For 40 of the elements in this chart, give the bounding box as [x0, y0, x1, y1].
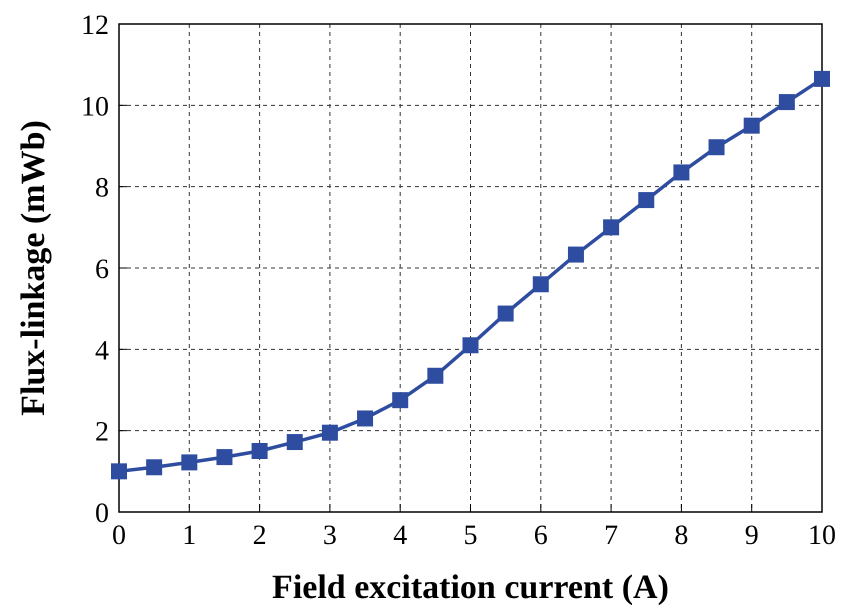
y-tick-label: 6 — [95, 254, 109, 285]
x-tick-label: 8 — [674, 520, 688, 551]
point — [216, 449, 232, 466]
point — [532, 276, 549, 292]
point — [111, 463, 127, 480]
point — [814, 70, 830, 87]
point — [286, 434, 303, 450]
x-tick-label: 1 — [182, 520, 196, 551]
point — [603, 219, 620, 236]
x-tick-label: 5 — [464, 520, 478, 551]
y-tick-label: 12 — [81, 10, 109, 41]
x-tick-label: 9 — [744, 520, 759, 551]
x-axis-title: Field excitation current (A) — [272, 569, 669, 606]
y-tick-label: 0 — [95, 498, 109, 529]
x-tick-label: 4 — [393, 520, 408, 551]
point — [638, 192, 654, 208]
point — [568, 246, 584, 263]
x-tick-label: 7 — [604, 520, 618, 551]
point — [778, 94, 795, 110]
point — [462, 337, 478, 354]
y-tick-label: 8 — [95, 172, 109, 204]
point — [252, 443, 268, 459]
point — [392, 392, 408, 408]
x-tick-label: 3 — [322, 520, 337, 551]
point — [181, 454, 198, 470]
y-axis-title: Flux-linkage (mWb) — [15, 120, 52, 416]
y-tick-label: 10 — [81, 91, 109, 122]
y-tick-label: 2 — [95, 416, 109, 448]
point — [673, 164, 690, 180]
point — [498, 306, 514, 322]
x-tick-label: 10 — [808, 520, 836, 551]
x-tick-label: 6 — [534, 520, 548, 551]
y-tick-label: 4 — [95, 335, 109, 366]
x-tick-label: 2 — [252, 520, 267, 551]
point — [708, 139, 725, 156]
point — [146, 459, 162, 476]
point — [322, 424, 338, 441]
point — [744, 118, 760, 134]
point — [357, 410, 374, 426]
point — [427, 368, 444, 384]
